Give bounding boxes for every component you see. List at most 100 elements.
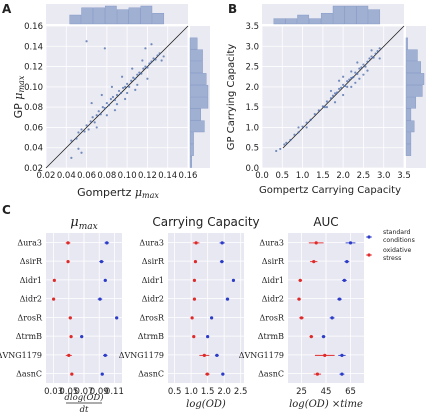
scatter-point [378,57,381,60]
scatter-point [158,52,161,55]
scatter-point [132,76,135,79]
data-point [315,372,320,376]
hist-bar [405,120,415,133]
scatter-point [124,85,127,88]
hist-bar [405,37,408,50]
y-tick-label: 3.5 [245,22,259,32]
x-tick-label: 2.5 [234,387,248,397]
hist-bar [189,155,192,168]
scatter-point [289,138,292,142]
scatter-point [283,143,286,146]
data-point [220,241,224,245]
legend: standard conditions oxidative stress [366,229,415,262]
scatter-point [105,114,108,117]
scatter-point [333,101,337,104]
scatter-point [321,105,324,108]
scatter-point [285,141,288,144]
panel-a-grid [45,25,189,169]
scatter-point [297,131,300,134]
svg-text:dlog(OD): dlog(OD) [64,392,103,403]
scatter-point [364,65,367,68]
scatter-point [372,56,375,59]
c3-x-label: log(OD) ×time [289,399,363,410]
scatter-point [117,89,121,93]
x-tick-label: 65 [345,387,356,397]
y-tick-label: 0.0 [245,164,259,174]
scatter-point [354,71,357,74]
scatter-point [134,88,137,91]
data-point [202,353,206,357]
hist-bar [189,96,209,109]
scatter-point [305,126,308,129]
hist-bar [189,84,209,97]
scatter-point [119,91,123,95]
x-tick-label: 1.5 [201,387,215,397]
panel-b-diagonal [282,25,405,149]
data-point [192,297,197,301]
category-label: Δidr1 [262,276,284,285]
scatter-point [329,89,333,93]
data-point [298,278,302,282]
category-label: ΔasnC [16,370,42,379]
scatter-point [331,94,335,97]
data-point [323,353,327,357]
panel-b-y-label: GP Carrying Capacity [226,44,237,150]
data-point [340,353,344,357]
scatter-point [150,60,153,63]
scatter-point [160,59,163,62]
svg-text:conditions: conditions [383,237,415,244]
svg-text:oxidative: oxidative [383,247,412,254]
data-point [194,241,198,245]
scatter-point [297,126,300,129]
hist-bar [189,49,203,62]
category-label: ΔtrmB [16,332,42,341]
x-tick-label: 0.11 [105,387,124,397]
scatter-point [335,91,339,94]
category-label: ΔsirR [142,257,165,266]
category-label: ΔtrmB [258,332,284,341]
scatter-point [358,77,361,80]
x-tick-label: 3.0 [377,171,391,181]
scatter-point [313,112,316,116]
scatter-point [350,85,353,88]
x-tick-label: 2.0 [336,171,350,181]
x-tick-label: 0.10 [118,171,137,181]
x-tick-label: 2.0 [217,387,231,397]
scatter-point [109,97,113,101]
scatter-point [329,97,333,100]
hist-bar [297,14,310,25]
scatter-point [146,66,149,69]
hist-bar [309,18,321,25]
panel-a-diagonal [45,25,189,169]
scatter-point [107,104,110,107]
category-label: Δura3 [139,238,164,247]
y-tick-label: 0.16 [24,22,43,32]
scatter-point [111,95,115,99]
x-tick-label: 0.5 [276,171,290,181]
category-label: ΔrosR [259,313,285,322]
data-point [69,335,73,339]
scatter-point [90,101,93,105]
panel-b-points [275,47,381,153]
scatter-point [333,92,337,95]
scatter-point [136,73,139,76]
x-tick-label: 0.5 [168,387,182,397]
panel-c-dotplots: μmax Carrying Capacity AUC 0.030.050.070… [0,215,415,415]
panel-a-x-ticks: 0.02 0.04 0.06 0.08 0.10 0.12 0.14 0.16 [37,171,198,181]
x-tick-label: 0.03 [44,387,63,397]
scatter-point [275,149,278,153]
x-tick-label: 0.04 [57,171,76,181]
scatter-point [115,93,119,97]
scatter-point [370,55,373,58]
scatter-point [85,124,88,127]
x-tick-label: 0.06 [77,171,96,181]
x-tick-label: 1.0 [296,171,310,181]
category-label: Δidr2 [262,295,284,304]
panel-label-b: B [228,2,237,16]
scatter-point [279,147,282,151]
scatter-point [87,128,90,131]
data-point [345,260,349,264]
y-tick-label: 0.08 [24,103,43,113]
hist-bar [405,144,412,156]
